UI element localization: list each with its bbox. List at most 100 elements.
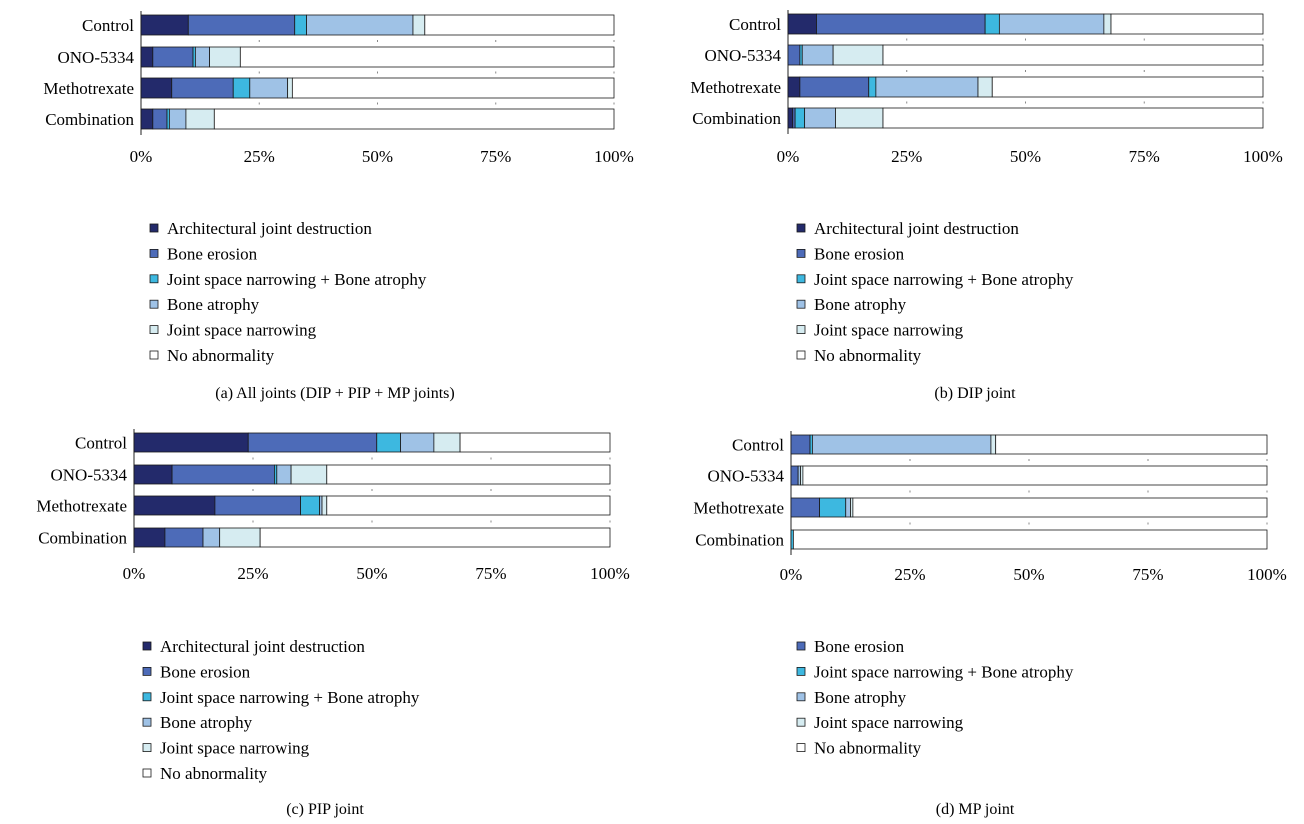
bar-segment-arch	[133, 527, 166, 548]
legend-label: Bone erosion	[814, 244, 905, 263]
bar-segment-arch	[140, 46, 154, 68]
category-label: Combination	[38, 529, 127, 548]
bar-segment-erosion	[187, 14, 296, 36]
bar-segment-jsn	[219, 527, 261, 548]
bar-segment-jsn	[209, 46, 241, 68]
bar-segment-jsn	[290, 464, 328, 485]
legend-swatch-jsn	[796, 325, 806, 335]
bar-segment-atrophy	[804, 107, 836, 129]
bar-segment-erosion	[816, 13, 986, 35]
bar-segment-jsn	[832, 44, 884, 66]
legend-label: Bone atrophy	[160, 713, 253, 732]
bar-segment-jsn_atrophy	[300, 495, 321, 516]
x-tick-label: 0%	[777, 147, 800, 166]
legend-swatch-jsn	[796, 717, 806, 727]
category-label: Control	[75, 434, 127, 453]
bar-segment-arch	[140, 108, 154, 130]
x-tick-label: 75%	[475, 564, 506, 583]
legend-label: Bone atrophy	[167, 295, 260, 314]
bar-segment-jsn_atrophy	[232, 77, 251, 99]
legend-label: Joint space narrowing + Bone atrophy	[160, 688, 420, 707]
legend-label: Joint space narrowing	[167, 321, 317, 340]
x-tick-label: 50%	[362, 147, 393, 166]
bar-segment-none	[213, 108, 615, 130]
bar-segment-none	[792, 529, 1268, 550]
legend-label: Joint space narrowing + Bone atrophy	[814, 662, 1074, 681]
category-label: Combination	[692, 109, 781, 128]
bar-segment-atrophy	[168, 108, 187, 130]
legend-swatch-jsn_atrophy	[796, 274, 806, 284]
bar-segment-none	[1110, 13, 1264, 35]
panel-caption: (d) MP joint	[936, 801, 1015, 818]
bar-segment-erosion	[152, 108, 168, 130]
x-tick-label: 75%	[1132, 565, 1163, 584]
legend-swatch-arch	[796, 223, 806, 233]
category-label: ONO-5334	[705, 46, 782, 65]
legend-swatch-atrophy	[149, 299, 159, 309]
legend-label: Joint space narrowing + Bone atrophy	[167, 270, 427, 289]
legend-label: Joint space narrowing	[814, 713, 964, 732]
category-label: ONO-5334	[51, 466, 128, 485]
legend-swatch-jsn_atrophy	[149, 274, 159, 284]
bar-segment-jsn	[835, 107, 884, 129]
bar-segment-arch	[787, 13, 817, 35]
bar-segment-jsn	[287, 77, 293, 99]
x-tick-label: 100%	[1247, 565, 1287, 584]
legend-label: Architectural joint destruction	[167, 219, 372, 238]
legend-swatch-arch	[142, 641, 152, 651]
category-label: Combination	[695, 531, 784, 550]
bar-segment-erosion	[790, 465, 799, 486]
legend-swatch-atrophy	[142, 717, 152, 727]
bar-segment-atrophy	[875, 76, 979, 98]
legend-label: Bone atrophy	[814, 688, 907, 707]
bar-segment-none	[424, 14, 615, 36]
bar-segment-atrophy	[276, 464, 292, 485]
bar-segment-none	[291, 77, 615, 99]
bar-segment-atrophy	[801, 44, 834, 66]
bar-segment-jsn	[1103, 13, 1112, 35]
bar-segment-erosion	[787, 44, 801, 66]
panel-caption: (b) DIP joint	[934, 385, 1016, 402]
bar-segment-erosion	[247, 432, 378, 453]
x-tick-label: 100%	[590, 564, 630, 583]
legend-swatch-none	[149, 350, 159, 360]
bar-segment-none	[852, 497, 1268, 518]
bar-segment-none	[802, 465, 1268, 486]
bar-segment-jsn_atrophy	[794, 107, 806, 129]
category-label: ONO-5334	[708, 467, 785, 486]
bar-segment-erosion	[790, 497, 820, 518]
legend-label: Joint space narrowing	[160, 739, 310, 758]
bar-segment-jsn_atrophy	[868, 76, 877, 98]
legend-label: Joint space narrowing + Bone atrophy	[814, 270, 1074, 289]
legend-swatch-erosion	[796, 641, 806, 651]
bar-segment-jsn_atrophy	[294, 14, 307, 36]
x-tick-label: 25%	[237, 564, 268, 583]
legend-label: No abnormality	[814, 346, 922, 365]
legend-label: Joint space narrowing	[814, 321, 964, 340]
category-label: Methotrexate	[36, 497, 127, 516]
bar-segment-atrophy	[249, 77, 289, 99]
legend-swatch-atrophy	[796, 692, 806, 702]
bar-segment-erosion	[214, 495, 301, 516]
bar-segment-atrophy	[306, 14, 414, 36]
bar-segment-jsn	[990, 434, 997, 455]
bar-segment-arch	[140, 14, 189, 36]
bar-segment-jsn	[977, 76, 993, 98]
legend-label: Architectural joint destruction	[814, 219, 1019, 238]
x-tick-label: 0%	[130, 147, 153, 166]
bar-segment-none	[239, 46, 615, 68]
panel-caption: (c) PIP joint	[286, 801, 364, 818]
legend-label: Bone erosion	[160, 662, 251, 681]
legend-label: Bone atrophy	[814, 295, 907, 314]
legend-swatch-jsn	[142, 743, 152, 752]
bar-segment-atrophy	[202, 527, 221, 548]
bar-segment-erosion	[790, 434, 811, 455]
x-tick-label: 0%	[123, 564, 146, 583]
x-tick-label: 75%	[1129, 147, 1160, 166]
category-label: Methotrexate	[690, 78, 781, 97]
x-tick-label: 50%	[1013, 565, 1044, 584]
x-tick-label: 75%	[480, 147, 511, 166]
category-label: Methotrexate	[43, 79, 134, 98]
chart-panel-1: Control ONO-5334 Methotrexate Combination 0%…	[690, 10, 1283, 402]
x-tick-label: 100%	[1243, 147, 1283, 166]
